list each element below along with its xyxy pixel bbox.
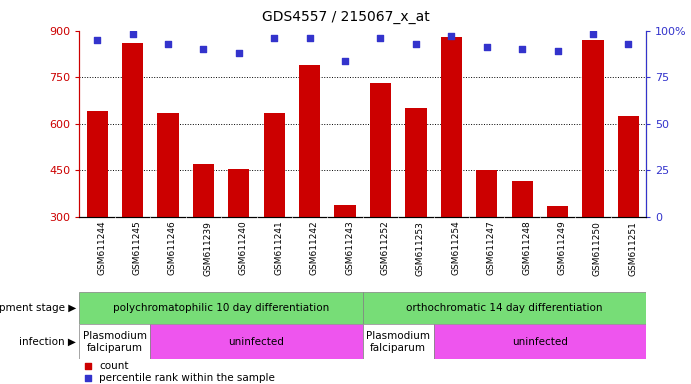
Bar xyxy=(228,169,249,217)
Bar xyxy=(334,205,356,217)
Bar xyxy=(370,83,391,217)
Text: GSM611254: GSM611254 xyxy=(451,221,460,275)
Bar xyxy=(122,43,143,217)
Bar xyxy=(193,164,214,217)
Text: GSM611248: GSM611248 xyxy=(522,221,531,275)
Text: GSM611250: GSM611250 xyxy=(593,221,602,276)
Point xyxy=(234,50,245,56)
Bar xyxy=(547,206,568,217)
Text: GSM611243: GSM611243 xyxy=(345,221,354,275)
Text: Plasmodium
falciparum: Plasmodium falciparum xyxy=(366,331,430,353)
Point xyxy=(481,45,492,51)
Point xyxy=(304,35,315,41)
Bar xyxy=(79,324,151,359)
Point xyxy=(410,41,422,47)
Text: uninfected: uninfected xyxy=(229,337,285,347)
Bar xyxy=(476,170,498,217)
Bar xyxy=(363,292,646,324)
Point xyxy=(198,46,209,52)
Text: GSM611244: GSM611244 xyxy=(97,221,106,275)
Point xyxy=(517,46,528,52)
Point xyxy=(446,33,457,40)
Point xyxy=(552,48,563,54)
Text: GSM611252: GSM611252 xyxy=(381,221,390,275)
Point xyxy=(92,37,103,43)
Point xyxy=(162,41,173,47)
Bar xyxy=(434,324,646,359)
Bar xyxy=(86,111,108,217)
Text: percentile rank within the sample: percentile rank within the sample xyxy=(100,373,275,383)
Point xyxy=(587,31,598,38)
Point xyxy=(82,375,93,381)
Text: uninfected: uninfected xyxy=(512,337,568,347)
Bar xyxy=(158,113,178,217)
Text: GSM611241: GSM611241 xyxy=(274,221,283,275)
Bar xyxy=(363,324,434,359)
Point xyxy=(339,58,350,64)
Bar xyxy=(263,113,285,217)
Bar xyxy=(79,292,363,324)
Point xyxy=(269,35,280,41)
Text: infection ▶: infection ▶ xyxy=(19,337,76,347)
Text: GDS4557 / 215067_x_at: GDS4557 / 215067_x_at xyxy=(262,10,429,23)
Bar xyxy=(618,116,639,217)
Text: Plasmodium
falciparum: Plasmodium falciparum xyxy=(83,331,147,353)
Text: orthochromatic 14 day differentiation: orthochromatic 14 day differentiation xyxy=(406,303,603,313)
Text: GSM611251: GSM611251 xyxy=(628,221,637,276)
Text: polychromatophilic 10 day differentiation: polychromatophilic 10 day differentiatio… xyxy=(113,303,329,313)
Text: development stage ▶: development stage ▶ xyxy=(0,303,76,313)
Point xyxy=(127,31,138,38)
Text: count: count xyxy=(100,361,129,371)
Bar xyxy=(299,65,320,217)
Text: GSM611247: GSM611247 xyxy=(486,221,495,275)
Point xyxy=(82,363,93,369)
Bar xyxy=(441,37,462,217)
Bar xyxy=(405,108,426,217)
Bar xyxy=(511,181,533,217)
Text: GSM611253: GSM611253 xyxy=(416,221,425,276)
Text: GSM611240: GSM611240 xyxy=(239,221,248,275)
Bar xyxy=(151,324,363,359)
Text: GSM611239: GSM611239 xyxy=(203,221,212,276)
Bar xyxy=(583,40,603,217)
Text: GSM611249: GSM611249 xyxy=(558,221,567,275)
Text: GSM611242: GSM611242 xyxy=(310,221,319,275)
Text: GSM611246: GSM611246 xyxy=(168,221,177,275)
Text: GSM611245: GSM611245 xyxy=(133,221,142,275)
Point xyxy=(375,35,386,41)
Point xyxy=(623,41,634,47)
